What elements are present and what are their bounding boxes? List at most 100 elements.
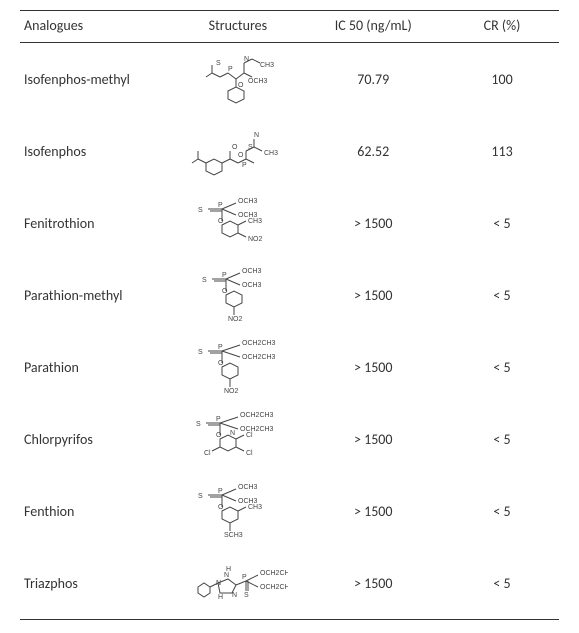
atom-label: O xyxy=(218,360,224,367)
atom-label: S xyxy=(248,144,253,151)
atom-label: N xyxy=(224,572,229,579)
cell-structure: S P OCH2CH3 OCH2CH3 O N Cl Cl Cl xyxy=(174,403,301,475)
atom-label: CH3 xyxy=(260,62,274,69)
atom-label: P xyxy=(216,416,221,423)
atom-label: P xyxy=(218,488,223,495)
table-row: Parathion-methyl S P OCH3 OCH3 O NO2 xyxy=(20,259,559,331)
structure-fenthion-icon: S P OCH3 OCH3 O CH3 SCH3 xyxy=(188,483,288,539)
atom-label: N xyxy=(230,430,235,437)
atom-label: O xyxy=(216,432,222,439)
cell-structure: N S P OCH3 CH3 O xyxy=(174,43,301,116)
atom-label: OCH3 xyxy=(238,484,258,491)
cell-ic50: > 1500 xyxy=(301,403,445,475)
atom-label: Cl xyxy=(246,432,253,439)
cell-ic50: > 1500 xyxy=(301,259,445,331)
cell-analogue: Fenthion xyxy=(20,475,174,547)
atom-label: S xyxy=(244,592,249,599)
atom-label: N xyxy=(254,132,259,139)
cell-cr: 100 xyxy=(445,43,559,116)
header-row: Analogues Structures IC 50 (ng/mL) CR (%… xyxy=(20,11,559,43)
cell-ic50: > 1500 xyxy=(301,475,445,547)
cell-structure: S P OCH3 OCH3 O CH3 NO2 xyxy=(174,187,301,259)
atom-label: P xyxy=(228,66,233,73)
table-row: Fenthion S P OCH3 OCH3 O CH3 xyxy=(20,475,559,547)
atom-label: N xyxy=(216,580,221,587)
atom-label: S xyxy=(216,60,221,67)
atom-label: O xyxy=(218,504,224,511)
atom-label: OCH2CH3 xyxy=(242,354,276,361)
col-header-cr: CR (%) xyxy=(445,11,559,43)
col-header-analogues: Analogues xyxy=(20,11,174,43)
cell-cr: < 5 xyxy=(445,547,559,620)
cell-structure: S P OCH3 OCH3 O CH3 SCH3 xyxy=(174,475,301,547)
structure-chlorpyrifos-icon: S P OCH2CH3 OCH2CH3 O N Cl Cl Cl xyxy=(188,411,288,467)
atom-label: N xyxy=(232,592,237,599)
cell-cr: 113 xyxy=(445,115,559,187)
atom-label: CH3 xyxy=(248,504,262,511)
cell-structure: S P OCH2CH3 OCH2CH3 O NO2 xyxy=(174,331,301,403)
atom-label: OCH2CH3 xyxy=(240,412,274,419)
atom-label: O xyxy=(218,218,224,225)
atom-label: CH3 xyxy=(264,150,278,157)
table-row: Triazphos N N N H H P S xyxy=(20,547,559,620)
cell-analogue: Isofenphos xyxy=(20,115,174,187)
cell-analogue: Fenitrothion xyxy=(20,187,174,259)
cell-analogue: Parathion xyxy=(20,331,174,403)
atom-label: O xyxy=(238,152,244,159)
atom-label: NO2 xyxy=(224,388,239,395)
atom-label: S xyxy=(202,277,207,284)
atom-label: O xyxy=(222,288,228,295)
atom-label: O xyxy=(232,144,238,151)
atom-label: P xyxy=(242,162,247,169)
analogues-table: Analogues Structures IC 50 (ng/mL) CR (%… xyxy=(20,10,559,620)
atom-label: O xyxy=(238,82,244,89)
atom-label: S xyxy=(198,207,203,214)
atom-label: OCH3 xyxy=(242,282,262,289)
atom-label: OCH3 xyxy=(248,78,268,85)
atom-label: H xyxy=(226,566,231,573)
cell-analogue: Isofenphos-methyl xyxy=(20,43,174,116)
cell-structure: O S O N CH3 P xyxy=(174,115,301,187)
atom-label: Cl xyxy=(204,450,211,457)
atom-label: H xyxy=(218,594,223,601)
cell-ic50: > 1500 xyxy=(301,187,445,259)
structure-fenitrothion-icon: S P OCH3 OCH3 O CH3 NO2 xyxy=(188,195,288,251)
cell-cr: < 5 xyxy=(445,187,559,259)
cell-analogue: Parathion-methyl xyxy=(20,259,174,331)
cell-analogue: Triazphos xyxy=(20,547,174,620)
atom-label: OCH3 xyxy=(242,268,262,275)
structure-isofenphos-icon: O S O N CH3 P xyxy=(188,123,288,179)
atom-label: P xyxy=(218,344,223,351)
atom-label: S xyxy=(196,421,201,428)
table-row: Chlorpyrifos S P OCH2CH3 OCH2CH3 O xyxy=(20,403,559,475)
cell-analogue: Chlorpyrifos xyxy=(20,403,174,475)
table-row: Isofenphos-methyl N S xyxy=(20,43,559,116)
cell-cr: < 5 xyxy=(445,403,559,475)
cell-structure: S P OCH3 OCH3 O NO2 xyxy=(174,259,301,331)
structure-triazphos-icon: N N N H H P S OCH2CH3 OCH2CH3 xyxy=(188,555,288,611)
cell-cr: < 5 xyxy=(445,475,559,547)
atom-label: CH3 xyxy=(248,218,262,225)
atom-label: S xyxy=(198,493,203,500)
atom-label: SCH3 xyxy=(224,532,243,539)
table-row: Fenitrothion S P OCH3 OCH3 O CH3 xyxy=(20,187,559,259)
atom-label: P xyxy=(218,202,223,209)
cell-cr: < 5 xyxy=(445,259,559,331)
atom-label: N xyxy=(244,56,249,63)
atom-label: P xyxy=(242,574,247,581)
atom-label: OCH3 xyxy=(238,198,258,205)
structure-parathion-methyl-icon: S P OCH3 OCH3 O NO2 xyxy=(188,267,288,323)
cell-ic50: > 1500 xyxy=(301,331,445,403)
atom-label: NO2 xyxy=(228,316,243,323)
table-row: Isofenphos O S xyxy=(20,115,559,187)
atom-label: P xyxy=(222,272,227,279)
cell-cr: < 5 xyxy=(445,331,559,403)
atom-label: OCH2CH3 xyxy=(242,340,276,347)
table-row: Parathion S P OCH2CH3 OCH2CH3 O NO2 xyxy=(20,331,559,403)
structure-parathion-icon: S P OCH2CH3 OCH2CH3 O NO2 xyxy=(188,339,288,395)
atom-label: OCH2CH3 xyxy=(260,570,288,577)
structure-isofenphos-methyl-icon: N S P OCH3 CH3 O xyxy=(188,51,288,107)
atom-label: Cl xyxy=(246,450,253,457)
atom-label: OCH2CH3 xyxy=(260,584,288,591)
cell-ic50: > 1500 xyxy=(301,547,445,620)
